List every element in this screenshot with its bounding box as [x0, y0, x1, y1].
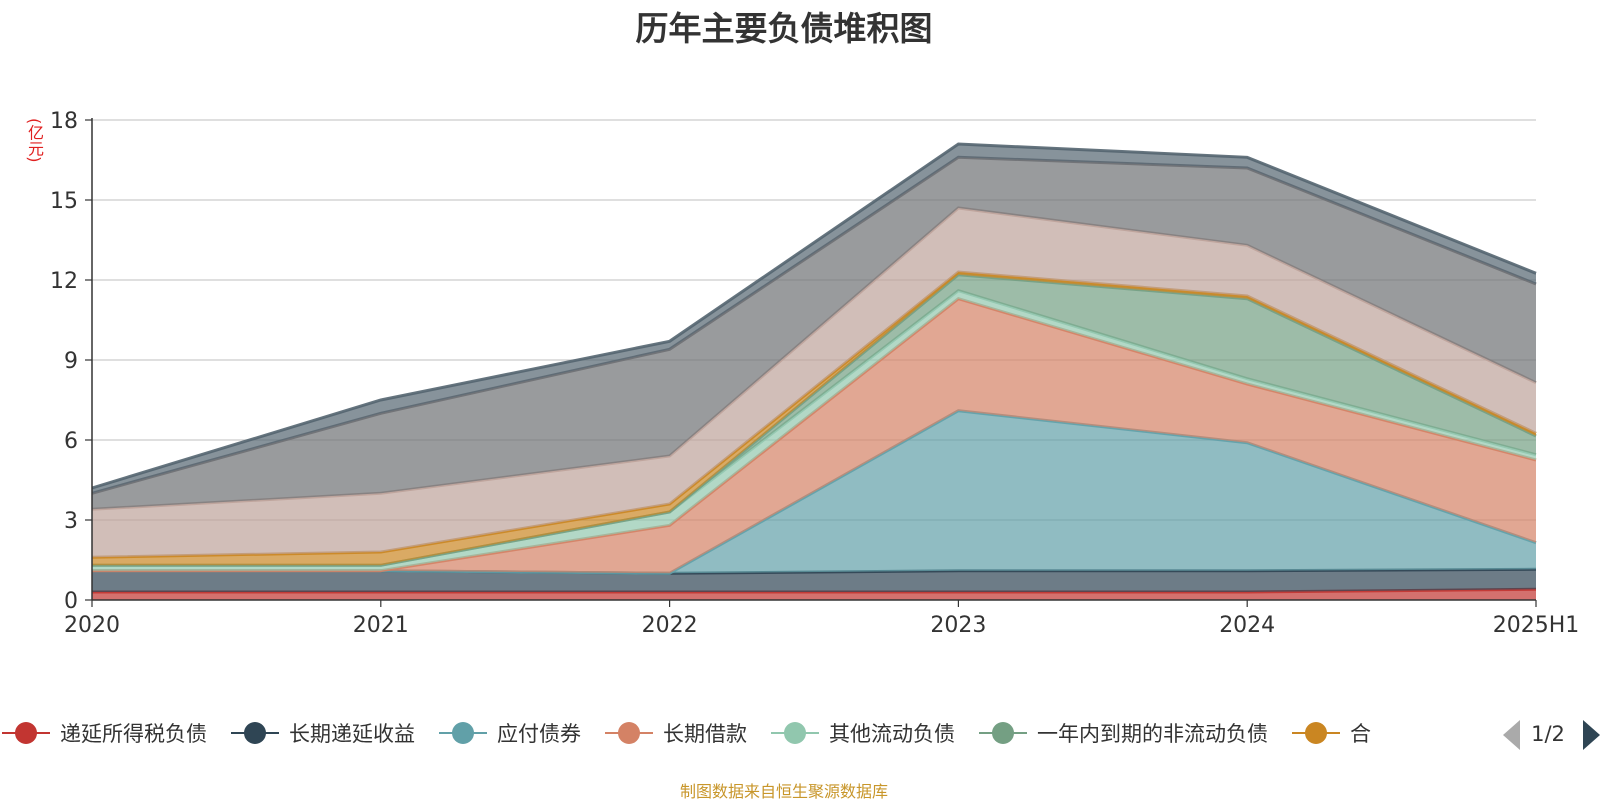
- legend-page-indicator: 1/2: [1531, 722, 1565, 746]
- legend-item-label: 应付债券: [497, 722, 581, 746]
- legend-next-page-icon[interactable]: [1583, 720, 1600, 750]
- legend-item-label: 长期递延收益: [289, 722, 415, 746]
- area-series: [92, 589, 1536, 600]
- y-tick-label: 15: [50, 189, 78, 214]
- legend-layer: 递延所得税负债 长期递延收益 应付债券 长期借款 其他流动负债 一年内到期的非流动负债 合 1…: [2, 720, 1600, 750]
- x-tick-label: 2025H1: [1493, 613, 1580, 638]
- legend-item-label: 递延所得税负债: [60, 722, 207, 746]
- legend-marker: [992, 722, 1014, 744]
- y-tick-label: 0: [64, 589, 78, 614]
- legend-item-label: 其他流动负债: [829, 722, 955, 746]
- legend-marker: [452, 722, 474, 744]
- x-tick-label: 2020: [64, 613, 120, 638]
- x-tick-label: 2022: [642, 613, 698, 638]
- area-series: [92, 569, 1536, 592]
- x-tick-label: 2021: [353, 613, 409, 638]
- area-series: [92, 274, 1536, 566]
- area-series: [92, 208, 1536, 558]
- legend-marker: [1305, 722, 1327, 744]
- x-tick-label: 2024: [1219, 613, 1275, 638]
- legend-marker: [15, 722, 37, 744]
- legend-marker: [784, 722, 806, 744]
- chart-title: 历年主要负债堆积图: [635, 9, 933, 48]
- area-series: [92, 290, 1536, 571]
- area-series: [92, 157, 1536, 510]
- legend-prev-page-icon[interactable]: [1503, 720, 1520, 750]
- axis-layer: 0 3 6 9 12 15 18 2020 2021 2022 2023 2024 2025H1: [50, 109, 1579, 638]
- legend-item-label: 一年内到期的非流动负债: [1037, 722, 1268, 746]
- y-tick-label: 12: [50, 269, 78, 294]
- y-tick-label: 18: [50, 109, 78, 134]
- legend-marker: [244, 722, 266, 744]
- y-tick-label: 3: [64, 509, 78, 534]
- area-layer: [91, 142, 1537, 600]
- series-line: [91, 142, 1537, 490]
- source-note: 制图数据来自恒生聚源数据库: [679, 782, 888, 801]
- x-tick-label: 2023: [930, 613, 986, 638]
- y-tick-label: 6: [64, 429, 78, 454]
- area-series: [92, 298, 1536, 574]
- legend-marker: [618, 722, 640, 744]
- y-tick-label: 9: [64, 349, 78, 374]
- y-axis-unit-label: (亿元): [25, 118, 44, 163]
- legend-item-label: 长期借款: [663, 722, 747, 746]
- legend-item-label: 合: [1350, 722, 1371, 746]
